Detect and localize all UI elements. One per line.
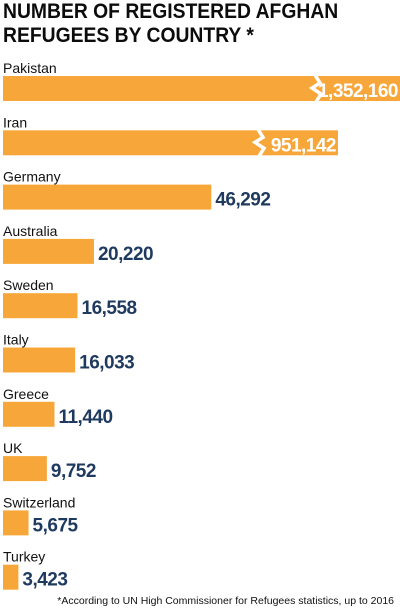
axis-break-mark xyxy=(308,74,324,103)
chart-title: NUMBER OF REGISTERED AFGHAN REFUGEES BY … xyxy=(3,0,365,48)
value-label: 5,675 xyxy=(33,515,79,536)
category-label: Greece xyxy=(3,386,49,402)
category-label: Turkey xyxy=(3,549,45,565)
value-label: 16,558 xyxy=(82,298,137,319)
bar xyxy=(3,184,212,210)
axis-break-mark xyxy=(251,128,267,158)
bar xyxy=(3,293,78,319)
bar xyxy=(3,456,47,482)
bar xyxy=(3,130,338,156)
bar xyxy=(3,510,29,536)
value-label: 16,033 xyxy=(79,353,134,374)
category-label: Australia xyxy=(3,223,58,239)
bar xyxy=(3,401,55,427)
bar xyxy=(3,347,76,373)
bar xyxy=(3,564,19,590)
chart-title-line-2: REFUGEES BY COUNTRY * xyxy=(3,24,254,47)
value-label: 1,352,160 xyxy=(318,81,398,102)
bar xyxy=(3,238,94,264)
category-label: Sweden xyxy=(3,277,54,293)
category-label: Germany xyxy=(3,169,61,185)
category-label: Pakistan xyxy=(3,60,57,76)
value-label: 11,440 xyxy=(58,407,112,428)
category-label: UK xyxy=(3,440,23,456)
value-label: 46,292 xyxy=(215,190,270,211)
chart-title-line-1: NUMBER OF REGISTERED AFGHAN xyxy=(3,0,339,23)
value-label: 20,220 xyxy=(98,244,153,265)
category-label: Italy xyxy=(3,332,29,348)
value-label: 951,142 xyxy=(271,135,336,156)
bar xyxy=(3,76,400,101)
category-label: Iran xyxy=(3,114,27,130)
footnote: *According to UN High Commissioner for R… xyxy=(57,595,394,607)
category-label: Switzerland xyxy=(3,494,75,510)
value-label: 3,423 xyxy=(22,570,67,591)
value-label: 9,752 xyxy=(51,461,96,482)
